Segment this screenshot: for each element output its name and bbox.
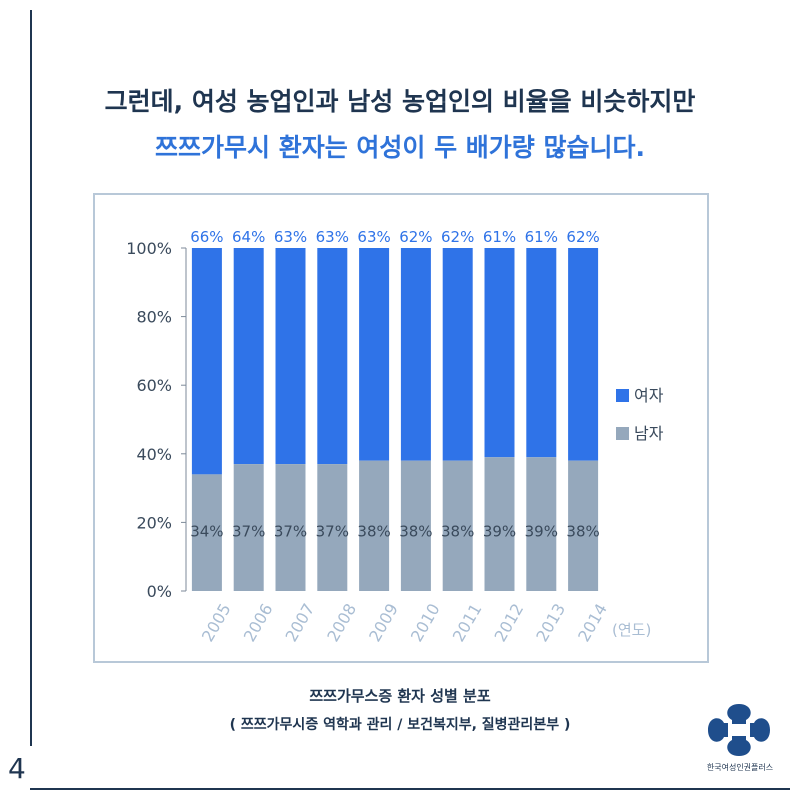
data-label-female: 66% [190,228,223,246]
bar-female [359,248,390,461]
data-label-male: 34% [190,522,223,540]
data-label-male: 37% [274,522,307,540]
bar-female [191,248,222,475]
x-tick-label: 2014 [574,600,611,645]
caption-title: 쯔쯔가무스증 환자 성별 분포 [309,687,491,705]
bar-female [568,248,599,461]
x-tick-label: 2005 [198,600,235,645]
bar-female [484,248,515,458]
y-tick-label: 60% [136,376,172,395]
bar-male [233,464,264,591]
data-label-female: 63% [274,228,307,246]
bar-female [317,248,348,465]
data-label-male: 38% [357,522,390,540]
x-tick-label: 2013 [532,600,569,645]
headline-line-2: 쯔쯔가무시 환자는 여성이 두 배가량 많습니다. [154,133,646,162]
x-tick-label: 2006 [240,600,277,645]
bar-male [400,460,431,591]
bar-male [275,464,306,591]
x-tick-label: 2012 [491,600,528,645]
data-label-female: 61% [525,228,558,246]
data-label-female: 62% [566,228,599,246]
y-tick-label: 100% [126,239,172,258]
data-label-male: 38% [566,522,599,540]
data-label-male: 37% [316,522,349,540]
bar-male [317,464,348,591]
x-tick-label: 2011 [449,600,486,645]
data-label-female: 63% [316,228,349,246]
bar-female [400,248,431,461]
x-axis-label: (연도) [612,621,651,639]
data-label-female: 61% [483,228,516,246]
bar-male [191,474,222,591]
bar-female [442,248,473,461]
data-label-female: 63% [357,228,390,246]
legend-label: 남자 [634,424,664,443]
bar-male [359,460,390,591]
x-tick-label: 2008 [323,600,360,645]
data-label-female: 62% [399,228,432,246]
bar-male [484,457,515,591]
frame-left-line [30,10,32,746]
data-label-male: 39% [525,522,558,540]
page-number: 4 [8,752,26,785]
x-tick-label: 2009 [365,600,402,645]
y-tick-label: 20% [136,513,172,532]
caption-source: ( 쯔쯔가무시증 역학과 관리 / 보건복지부, 질병관리본부 ) [229,717,571,733]
legend-swatch [616,427,629,440]
bar-female [526,248,557,458]
frame-bottom-line [30,788,790,790]
bar-male [526,457,557,591]
organization-logo-text: 한국여성인권플러스 [706,763,774,772]
stacked-bar-chart: 0% 20% 40% 60% 80% 100% 66% 34% 2005 64% 37% 2006 63… [126,228,664,645]
organization-logo-icon [708,704,770,756]
bar-female [233,248,264,465]
x-tick-label: 2007 [282,600,319,645]
data-label-male: 38% [399,522,432,540]
bar-female [275,248,306,465]
legend-swatch [616,389,629,402]
bar-male [568,460,599,591]
data-label-male: 39% [483,522,516,540]
chart-frame [93,193,709,663]
data-label-male: 38% [441,522,474,540]
bar-male [442,460,473,591]
data-label-female: 62% [441,228,474,246]
data-label-male: 37% [232,522,265,540]
x-tick-label: 2010 [407,600,444,645]
y-tick-label: 80% [136,308,172,327]
y-tick-label: 40% [136,445,172,464]
legend-label: 여자 [634,386,664,405]
y-tick-label: 0% [147,582,172,601]
headline-line-1: 그런데, 여성 농업인과 남성 농업인의 비율을 비슷하지만 [104,87,696,116]
data-label-female: 64% [232,228,265,246]
